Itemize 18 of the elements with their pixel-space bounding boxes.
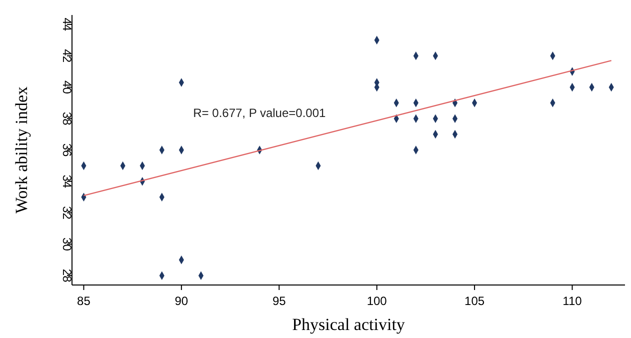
- y-tick-label: 38: [60, 112, 74, 126]
- y-tick-label: 28: [60, 268, 74, 283]
- annotation: R= 0.677, P value=0.001: [193, 106, 326, 120]
- y-tick-label: 30: [60, 238, 74, 252]
- y-tick-label: 36: [60, 143, 74, 157]
- x-tick-label: 85: [77, 294, 91, 308]
- x-tick-label: 100: [366, 294, 388, 308]
- y-tick-label: 34: [60, 174, 74, 188]
- x-tick-label: 105: [464, 294, 485, 308]
- x-tick-label: 90: [174, 294, 188, 308]
- y-tick-label: 44: [60, 18, 74, 32]
- x-axis-title: Physical activity: [292, 315, 406, 334]
- x-tick-label: 110: [562, 294, 582, 308]
- y-tick-label: 40: [60, 80, 74, 94]
- x-tick-label: 95: [272, 294, 286, 308]
- y-tick-label: 42: [60, 49, 74, 63]
- y-axis-title: Work ability index: [12, 86, 31, 214]
- y-tick-label: 32: [60, 206, 74, 220]
